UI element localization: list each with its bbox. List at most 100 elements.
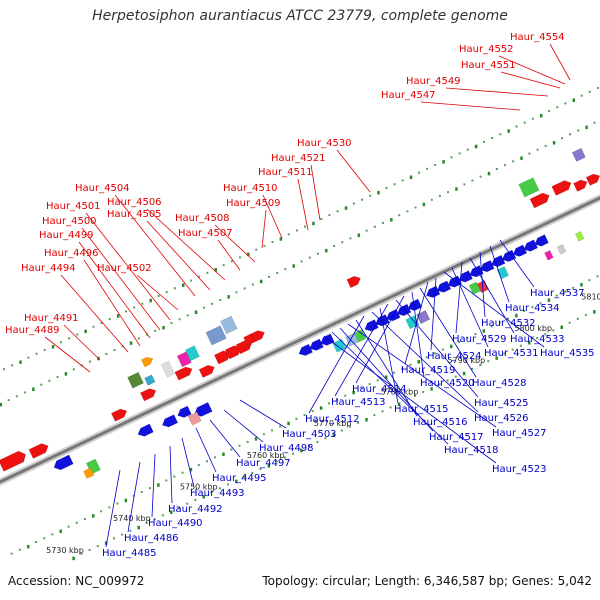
track-dot [300,260,303,263]
top-gene-label: Haur_4510 [223,183,278,194]
track-dot [547,298,551,302]
scale-tick-label: 5800 kbp [514,324,552,333]
top-gene-label: Haur_4507 [178,228,233,239]
scale-tick-label: 5770 kbp [314,419,352,428]
track-dot [43,348,46,351]
label-leader [500,71,561,89]
track-dot [555,294,558,297]
track-dot [59,529,62,534]
bottom-gene-label: Haur_4526 [474,413,529,424]
forward-gene [551,180,572,196]
track-dot [113,537,116,540]
track-dot [96,545,99,548]
gene-features [0,147,600,479]
track-dot [568,321,571,324]
track-dot [226,483,229,486]
track-dot [495,167,498,170]
track-dot [596,275,599,278]
track-dot [35,541,38,544]
bottom-gene-label: Haur_4498 [259,443,314,454]
gene-box-magenta [176,351,192,368]
track-dot [300,448,303,453]
reverse-gene [194,402,213,417]
forward-gene [140,388,157,402]
track-dot [491,137,494,140]
track-dot [311,410,314,413]
label-leader [81,227,161,331]
label-leader [297,178,309,231]
track-dot [588,279,591,282]
track-dot [259,468,262,471]
track-dot [376,379,379,382]
track-dot [385,187,388,190]
map-title: Herpetosiphon aurantiacus ATCC 23779, co… [92,8,508,24]
track-dot [560,325,563,330]
track-dot [482,329,486,333]
track-dot [495,356,498,360]
bottom-gene-label: Haur_4531 [484,348,539,359]
track-dot [72,556,75,561]
track-dot [552,329,555,332]
track-dot [165,291,168,294]
label-leader [420,101,521,111]
label-leader [331,331,449,445]
track-dot [588,90,591,93]
gene-box-grey [556,244,567,255]
label-leader-lines [44,43,571,548]
track-dot [262,433,265,436]
top-gene-label: Haur_4499 [39,230,94,241]
track-dot [593,121,596,124]
track-dot [246,440,249,443]
track-dot [539,113,543,118]
track-dot [271,429,274,432]
track-dot [186,502,189,505]
label-leader [334,303,389,397]
track-dot [169,510,173,514]
track-dot [287,421,290,426]
label-leader [146,208,226,281]
track-dot [414,394,417,397]
label-leader [411,291,425,378]
track-dot [479,364,482,367]
track-dot [35,352,38,355]
track-dot [56,376,59,379]
track-dot [576,317,579,320]
track-dot [390,218,393,222]
label-leader [44,336,91,373]
track-dot [154,329,157,332]
track-dot [417,171,420,174]
track-dot [450,156,453,159]
forward-gene [174,366,193,381]
track-dot [283,456,286,459]
track-dot [243,475,246,478]
label-leader [63,324,101,361]
track-dot [295,417,298,420]
track-dot [458,340,461,343]
track-dot [447,191,450,194]
track-dot [433,352,436,355]
track-dot [580,283,583,287]
track-dot [141,302,144,305]
track-dot [7,399,10,402]
track-dot [92,514,95,518]
track-dot [332,433,336,437]
track-dot [422,202,426,207]
track-dot [194,498,197,501]
forward-gene [28,443,49,459]
track-dot [80,552,83,555]
top-gene-label: Haur_4554 [510,32,565,43]
reverse-gene [320,333,335,346]
track-dot [336,398,339,401]
bottom-gene-label: Haur_4524 [427,351,482,362]
track-dot [170,322,173,325]
track-dot [503,352,506,355]
label-leader [105,469,121,548]
track-dot [417,360,420,364]
gene-box-lightblue [220,315,238,335]
top-gene-label: Haur_4551 [461,60,516,71]
track-dot [393,183,396,186]
track-dot [11,364,14,367]
track-dot [43,537,46,540]
track-dot [520,156,523,160]
